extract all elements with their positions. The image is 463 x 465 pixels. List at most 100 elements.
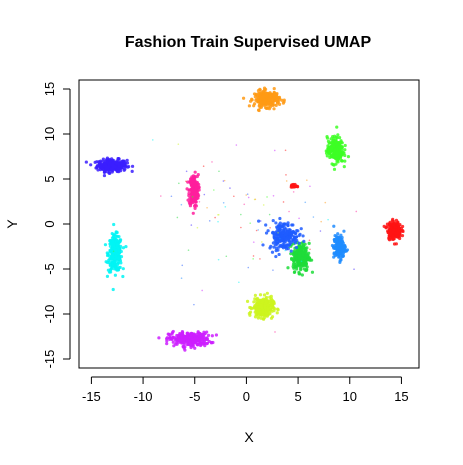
noise-point	[181, 264, 184, 267]
data-point	[324, 151, 329, 155]
data-point	[274, 254, 278, 259]
data-point	[193, 336, 197, 340]
noise-point	[190, 224, 193, 226]
data-point	[296, 229, 300, 233]
data-point	[107, 164, 111, 169]
data-point	[265, 291, 269, 295]
data-point	[254, 302, 259, 306]
data-point	[195, 343, 199, 347]
data-point	[165, 339, 169, 343]
data-point	[185, 339, 190, 343]
data-point	[300, 262, 304, 266]
data-point	[281, 222, 285, 226]
data-point	[258, 105, 262, 110]
y-tick-label: -5	[42, 263, 57, 275]
data-point	[392, 237, 396, 241]
y-tick-label: 15	[42, 82, 57, 96]
data-point	[103, 170, 107, 174]
data-point	[291, 223, 295, 227]
y-axis-label: Y	[4, 219, 20, 229]
data-point	[297, 251, 302, 255]
x-tick-label: -10	[134, 389, 153, 404]
noise-point	[160, 195, 162, 197]
data-point	[297, 272, 301, 276]
data-point	[186, 180, 190, 184]
data-point	[191, 211, 195, 215]
data-point	[342, 151, 346, 155]
data-point	[297, 241, 301, 245]
data-point	[275, 101, 280, 105]
data-point	[395, 234, 400, 238]
noise-point	[306, 179, 308, 182]
data-point	[292, 258, 296, 262]
noise-point	[284, 149, 287, 152]
data-point	[117, 265, 121, 270]
data-point	[176, 337, 180, 342]
data-point	[185, 342, 189, 347]
data-point	[290, 240, 294, 244]
data-point	[332, 251, 336, 255]
data-point	[255, 299, 259, 303]
noise-point	[213, 189, 215, 191]
data-point	[119, 261, 123, 265]
data-point	[394, 242, 398, 246]
data-point	[301, 234, 305, 238]
data-point	[339, 153, 343, 157]
data-point	[261, 313, 265, 317]
data-point	[110, 232, 114, 236]
data-point	[112, 165, 116, 169]
data-point	[193, 206, 197, 211]
data-point	[253, 95, 257, 99]
data-point	[308, 257, 312, 261]
noise-point	[288, 246, 291, 249]
x-tick-label: -5	[189, 389, 201, 404]
data-point	[299, 227, 303, 231]
data-point	[185, 187, 189, 191]
y-tick-label: -15	[42, 350, 57, 369]
noise-point	[243, 203, 246, 206]
data-point	[171, 340, 175, 344]
data-point	[193, 174, 197, 179]
data-point	[292, 249, 296, 253]
data-point	[121, 246, 125, 250]
noise-point	[355, 210, 358, 213]
data-point	[168, 336, 172, 340]
data-point	[278, 221, 282, 225]
noise-point	[218, 170, 220, 173]
noise-point	[252, 258, 254, 260]
data-point	[289, 252, 293, 256]
data-point	[262, 101, 267, 105]
noise-point	[191, 195, 194, 198]
data-point	[248, 313, 252, 317]
data-point	[387, 223, 391, 227]
noise-point	[217, 258, 220, 261]
data-point	[185, 336, 189, 340]
plot-area-frame	[78, 79, 420, 369]
noise-point	[262, 204, 265, 206]
noise-point	[217, 220, 219, 223]
data-point	[104, 165, 108, 169]
data-point	[289, 256, 294, 261]
noise-point	[208, 220, 211, 222]
data-point	[191, 344, 195, 348]
data-point	[267, 310, 272, 314]
data-point	[258, 310, 262, 315]
data-point	[121, 267, 125, 271]
data-point	[325, 154, 329, 158]
data-point	[253, 297, 257, 301]
data-point	[286, 221, 290, 225]
noise-point	[277, 232, 279, 234]
data-point	[336, 243, 340, 248]
noise-point	[353, 268, 355, 271]
data-point	[282, 100, 286, 104]
data-point	[272, 245, 276, 249]
noise-point	[225, 255, 228, 258]
data-point	[193, 194, 197, 198]
chart-title: Fashion Train Supervised UMAP	[125, 34, 372, 51]
data-point	[101, 157, 105, 161]
data-point	[330, 141, 334, 145]
data-point	[109, 267, 113, 271]
data-point	[187, 200, 191, 204]
data-point	[338, 260, 342, 265]
data-point	[260, 299, 264, 304]
